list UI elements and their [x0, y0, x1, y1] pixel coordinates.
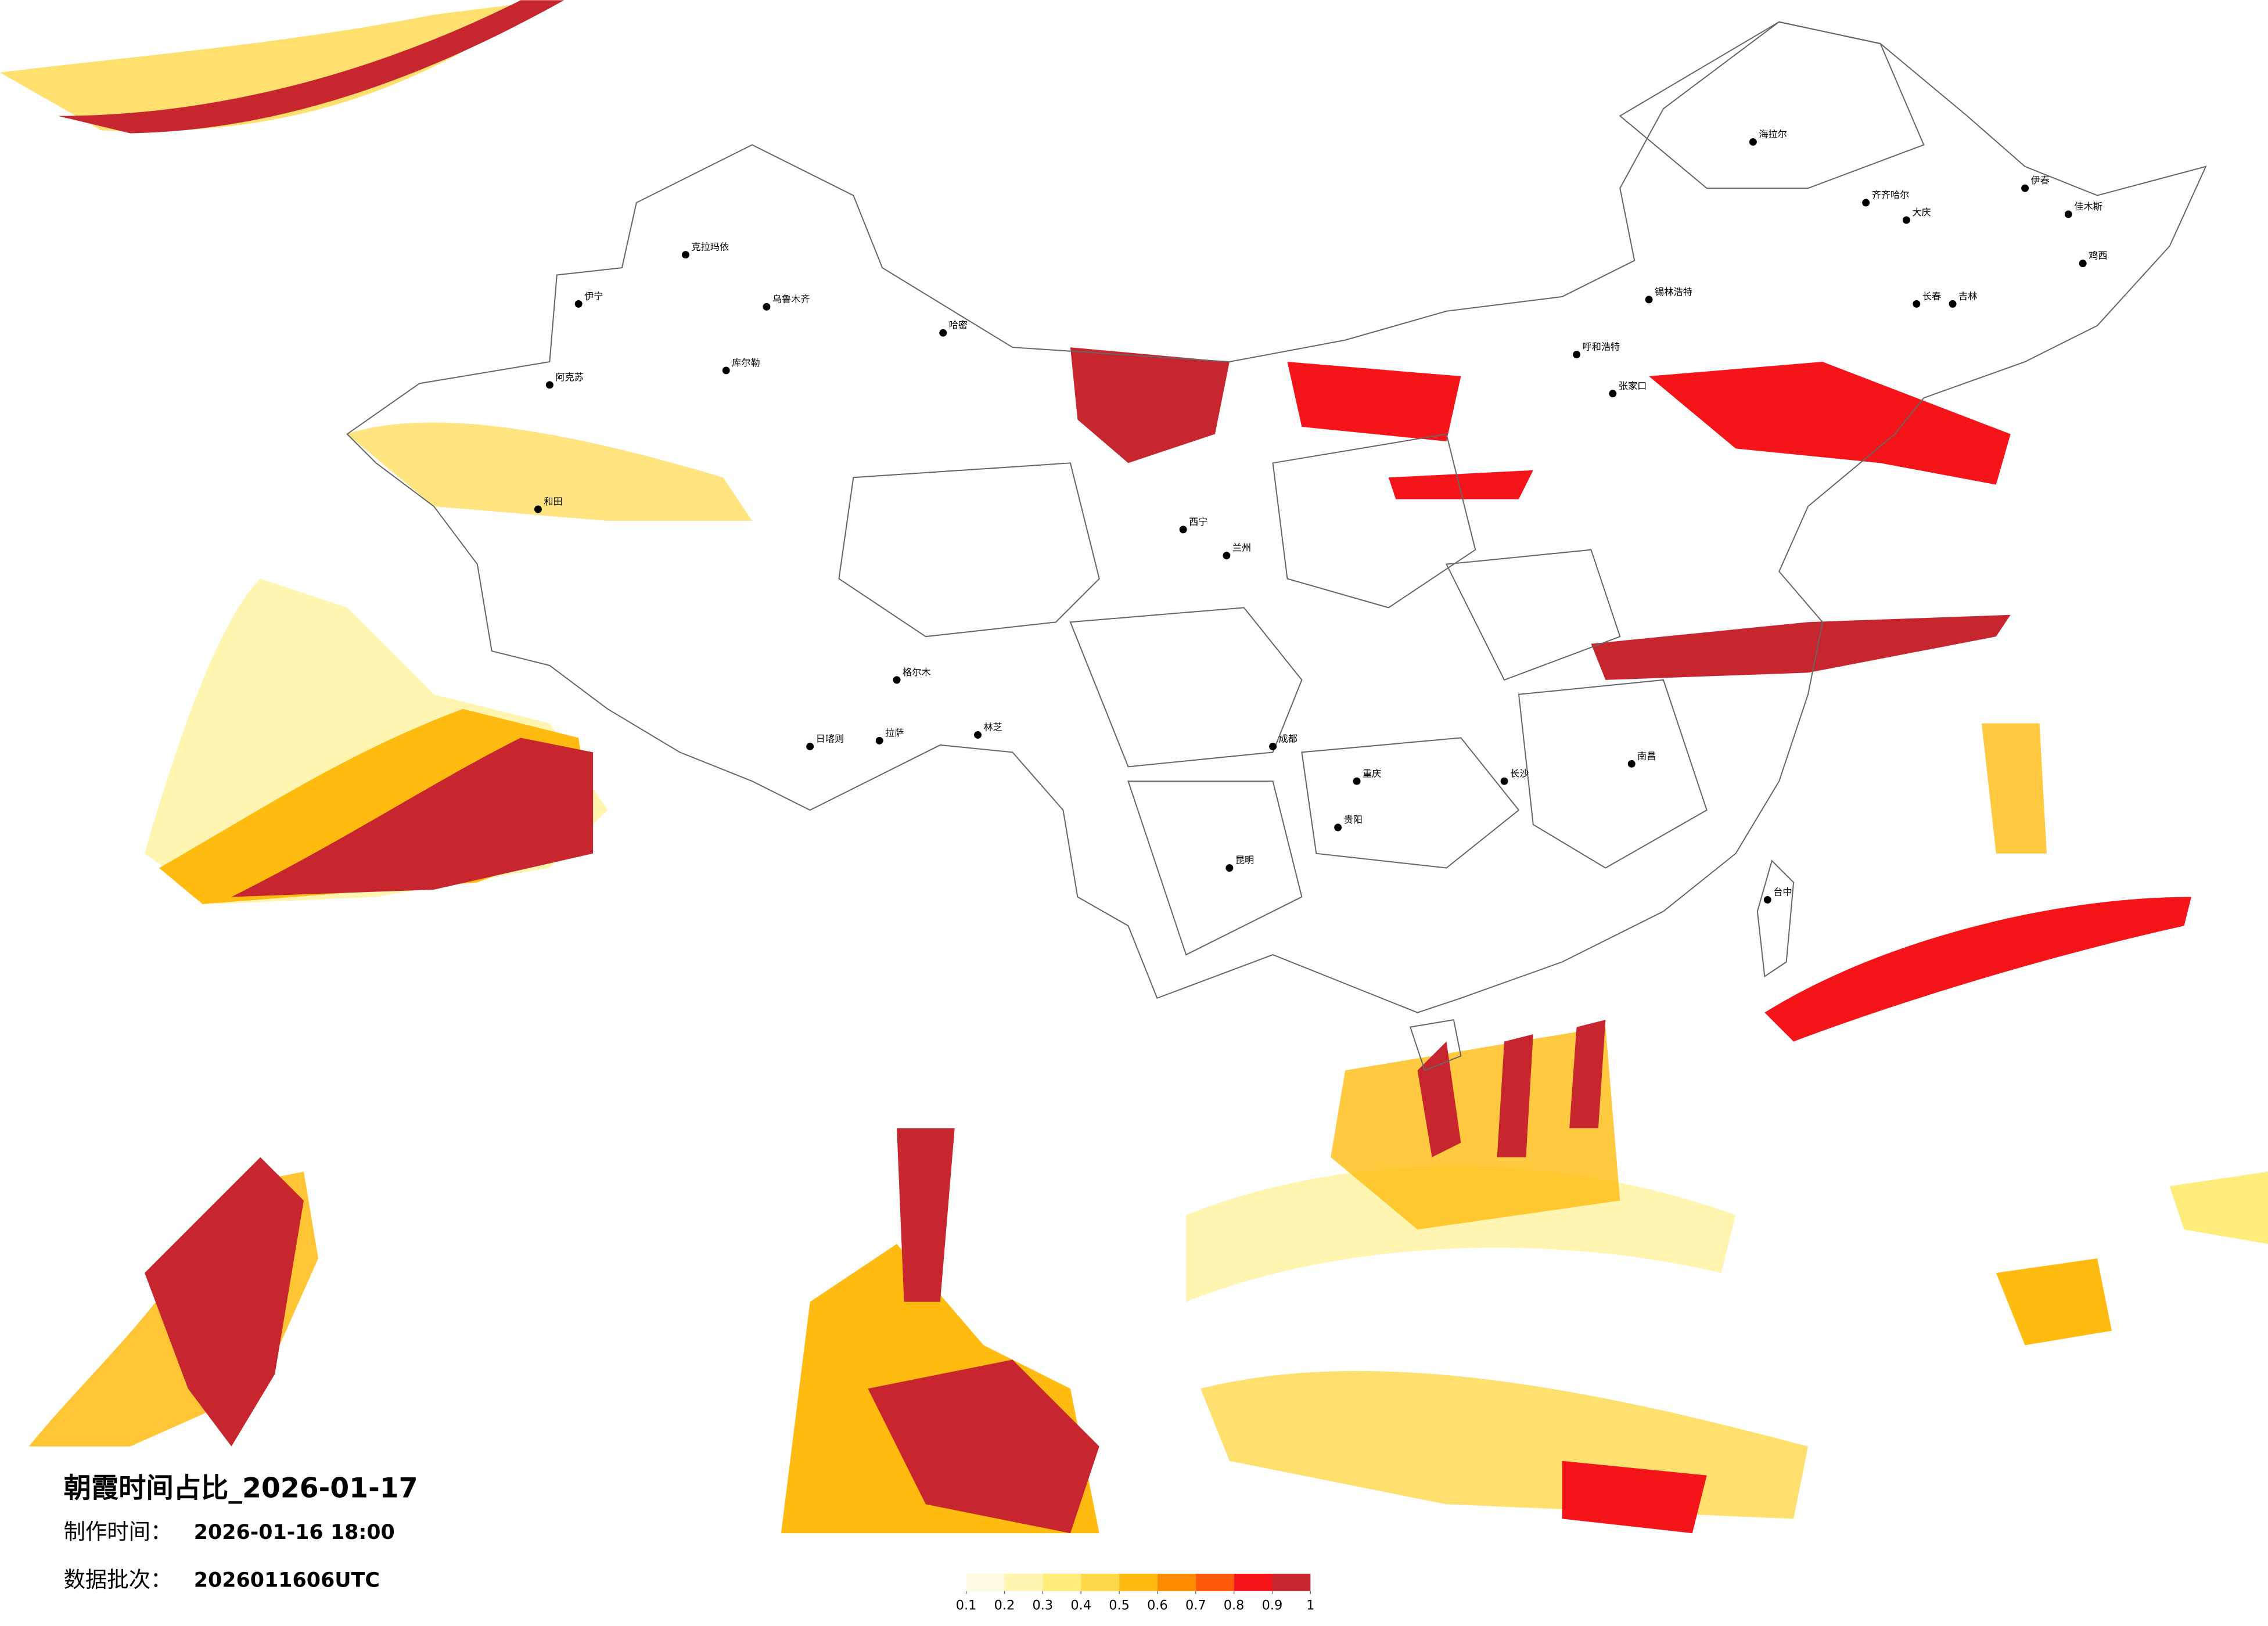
- city-dot: [2021, 184, 2029, 192]
- colorbar-tick-label: 0.5: [1109, 1598, 1130, 1613]
- city-dot: [1609, 390, 1617, 398]
- colorbar-swatch: [1081, 1573, 1120, 1591]
- map-title: 朝霞时间占比_2026-01-17: [64, 1473, 418, 1505]
- city-label: 乌鲁木齐: [772, 293, 810, 304]
- batch-label: 数据批次：: [64, 1567, 172, 1592]
- city-dot: [1902, 216, 1910, 224]
- city-label: 鸡西: [2089, 250, 2107, 261]
- city-dot: [1223, 552, 1231, 560]
- city-dot: [1763, 895, 1771, 904]
- made-time: 2026-01-16 18:00: [194, 1521, 395, 1544]
- city-dot: [1645, 296, 1653, 304]
- colorbar-tick-label: 0.1: [956, 1598, 977, 1613]
- city-label: 大庆: [1912, 207, 1931, 218]
- city-label: 阿克苏: [555, 372, 584, 383]
- city-dot: [534, 505, 542, 513]
- city-dot: [1573, 351, 1581, 359]
- city-label: 昆明: [1235, 855, 1254, 866]
- city-dot: [2079, 260, 2087, 268]
- colorbar-tick-label: 0.8: [1224, 1598, 1245, 1613]
- colorbar-tick-label: 1: [1306, 1598, 1314, 1613]
- city-label: 西宁: [1189, 516, 1207, 527]
- city-label: 贵阳: [1344, 814, 1363, 825]
- city-dot: [893, 676, 901, 684]
- colorbar-swatch: [1157, 1573, 1196, 1591]
- city-label: 库尔勒: [732, 357, 760, 368]
- city-label: 长沙: [1510, 768, 1529, 779]
- city-label: 哈密: [949, 319, 968, 330]
- city-dot: [1353, 777, 1361, 785]
- city-label: 佳木斯: [2074, 201, 2102, 212]
- city-dot: [722, 366, 730, 375]
- city-label: 南昌: [1637, 750, 1656, 761]
- colorbar-tick-label: 0.9: [1262, 1598, 1283, 1613]
- colorbar-swatch: [1234, 1573, 1273, 1591]
- city-label: 格尔木: [903, 667, 931, 678]
- city-label: 重庆: [1363, 768, 1381, 779]
- city-label: 海拉尔: [1759, 128, 1787, 139]
- colorbar-swatch: [1119, 1573, 1158, 1591]
- city-label: 克拉玛依: [691, 242, 729, 253]
- city-label: 张家口: [1619, 380, 1647, 391]
- city-dot: [974, 731, 982, 739]
- city-label: 呼和浩特: [1583, 341, 1620, 352]
- colorbar-tick-label: 0.2: [994, 1598, 1015, 1613]
- colorbar-tick-label: 0.4: [1070, 1598, 1091, 1613]
- city-dot: [681, 251, 689, 259]
- city-label: 拉萨: [885, 728, 904, 739]
- city-label: 日喀则: [816, 733, 844, 744]
- city-dot: [875, 737, 883, 744]
- precip-fields: [0, 0, 2268, 1534]
- made-time-label: 制作时间：: [64, 1519, 172, 1545]
- colorbar-swatch: [1043, 1573, 1081, 1591]
- city-label: 台中: [1773, 886, 1792, 897]
- colorbar-swatch: [1004, 1573, 1043, 1591]
- city-label: 伊宁: [584, 290, 603, 301]
- city-label: 吉林: [1958, 290, 1977, 301]
- city-dot: [1627, 760, 1636, 768]
- city-dot: [545, 381, 553, 389]
- city-dot: [1225, 864, 1234, 872]
- city-dot: [1179, 526, 1187, 534]
- colorbar-swatch: [1195, 1573, 1234, 1591]
- city-label: 齐齐哈尔: [1872, 189, 1910, 200]
- city-label: 长春: [1922, 290, 1941, 301]
- city-label: 锡林浩特: [1655, 286, 1692, 297]
- city-label: 林芝: [983, 722, 1002, 733]
- city-dot: [806, 742, 814, 750]
- boundaries: [346, 21, 2207, 1071]
- colorbar-tick-label: 0.7: [1185, 1598, 1206, 1613]
- city-label: 伊春: [2031, 175, 2050, 186]
- city-dot: [1269, 742, 1277, 750]
- colorbar: 0.1 0.2 0.3 0.4 0.5 0.6 0.7 0.8 0.9 1: [956, 1573, 1314, 1613]
- city-dot: [1500, 777, 1508, 785]
- city-dot: [1334, 823, 1342, 832]
- colorbar-tick-label: 0.6: [1147, 1598, 1168, 1613]
- city-dot: [2064, 210, 2072, 218]
- colorbar-swatch: [1272, 1573, 1311, 1591]
- colorbar-tick-label: 0.3: [1033, 1598, 1054, 1613]
- colorbar-swatch: [966, 1573, 1005, 1591]
- city-dot: [939, 329, 947, 337]
- city-dot: [1862, 199, 1870, 207]
- city-label: 和田: [544, 496, 562, 507]
- city-label: 兰州: [1232, 542, 1251, 553]
- batch: 2026011606UTC: [194, 1569, 380, 1592]
- city-dot: [1913, 300, 1921, 308]
- city-label: 成都: [1279, 733, 1297, 744]
- city-dot: [1749, 138, 1757, 146]
- city-dot: [763, 303, 771, 311]
- city-dot: [1949, 300, 1957, 308]
- city-dot: [574, 300, 583, 308]
